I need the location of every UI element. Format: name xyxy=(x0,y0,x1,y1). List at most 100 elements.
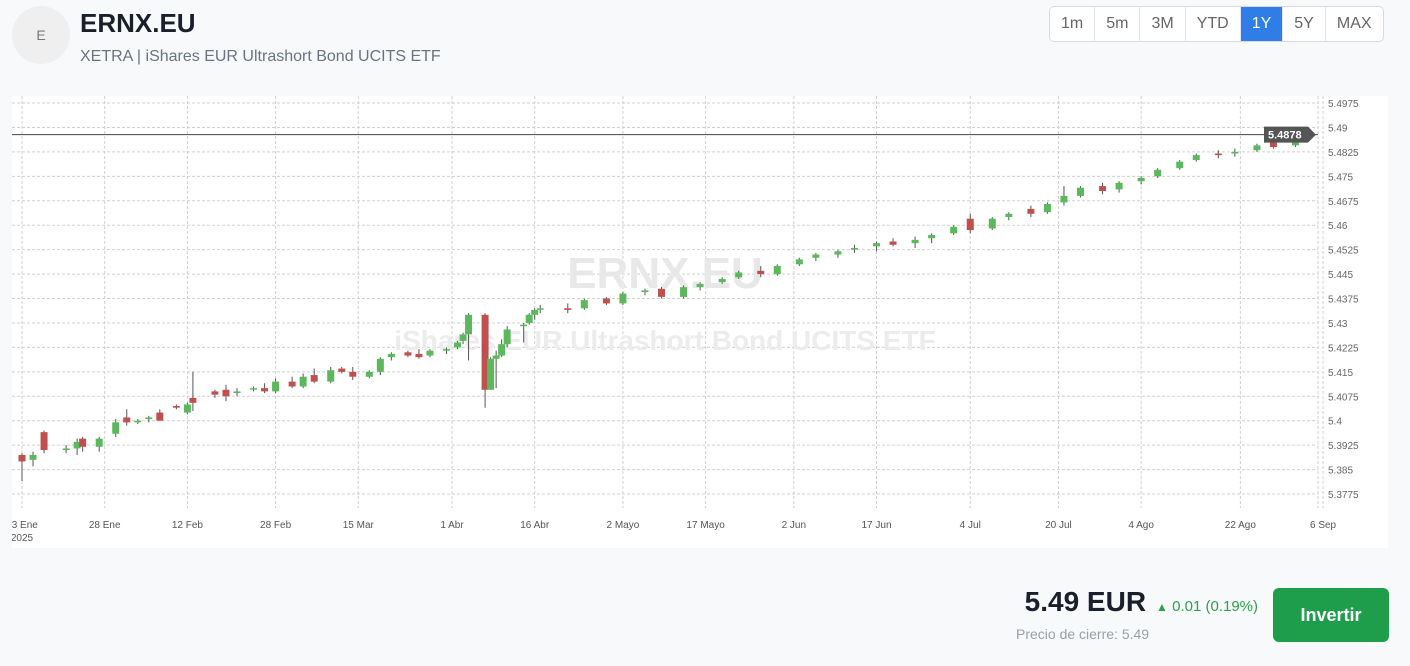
time-range-selector: 1m 5m 3M YTD 1Y 5Y MAX xyxy=(1049,6,1384,42)
candle xyxy=(1253,143,1261,152)
candle xyxy=(95,437,103,452)
candle xyxy=(1027,205,1035,218)
candle xyxy=(134,419,142,424)
candle-body xyxy=(459,334,467,341)
invest-button[interactable]: Invertir xyxy=(1273,588,1389,642)
candle xyxy=(1043,202,1051,214)
candle xyxy=(718,277,726,284)
price-chart[interactable]: 5.4975 5.49 5.4825 5.475 5.4675 5.46 5.4525 5.4… xyxy=(6,96,1388,548)
candle-body xyxy=(619,293,627,304)
candle xyxy=(288,376,296,389)
candle xyxy=(873,241,881,252)
candle xyxy=(658,287,666,299)
candle xyxy=(1214,150,1222,159)
candle-body xyxy=(250,388,258,390)
candle-body xyxy=(134,420,142,423)
candle xyxy=(812,252,820,262)
candle-body xyxy=(795,259,803,265)
y-tick-label: 5.3925 xyxy=(1328,441,1359,452)
candle xyxy=(211,389,219,398)
candle xyxy=(1099,182,1107,195)
candle-body xyxy=(1176,161,1184,169)
y-tick-label: 5.445 xyxy=(1328,270,1353,281)
candle-body xyxy=(1076,187,1084,196)
candle xyxy=(112,419,120,438)
candle xyxy=(40,430,48,454)
current-price: 5.49 EUR xyxy=(1024,586,1147,617)
candle xyxy=(29,451,37,467)
candle-body xyxy=(812,254,820,258)
candle-body xyxy=(928,234,936,239)
candle-body xyxy=(580,300,588,309)
candle-body xyxy=(492,355,500,359)
candle xyxy=(1076,186,1084,198)
candle-body xyxy=(387,353,395,358)
candle-body xyxy=(773,265,781,275)
chart-svg[interactable]: 5.4975 5.49 5.4825 5.475 5.4675 5.46 5.4525 5.4… xyxy=(6,96,1388,548)
candle xyxy=(250,386,258,392)
avatar: E xyxy=(12,6,70,64)
range-5y[interactable]: 5Y xyxy=(1283,7,1326,41)
x-tick-label: 2 Jun xyxy=(782,520,806,531)
x-tick-label: 12 Feb xyxy=(172,520,204,531)
y-tick-label: 5.4225 xyxy=(1328,343,1359,354)
y-tick-label: 5.4 xyxy=(1328,417,1342,428)
candle xyxy=(481,313,489,408)
close-price: Precio de cierre: 5.49 xyxy=(1016,626,1150,642)
candle-body xyxy=(40,432,48,451)
candle xyxy=(338,366,346,374)
x-tick-label: 4 Ago xyxy=(1128,520,1154,531)
change-value: 0.01 (0.19%) xyxy=(1172,598,1258,615)
candle xyxy=(189,371,197,411)
range-3m[interactable]: 3M xyxy=(1140,7,1186,41)
x-tick-label: 1 Abr xyxy=(440,520,464,531)
x-tick-label: 4 Jul xyxy=(960,520,981,531)
candle-body xyxy=(349,371,357,377)
x-tick-label: 22 Ago xyxy=(1225,520,1257,531)
y-tick-label: 5.49 xyxy=(1328,123,1348,134)
candle-body xyxy=(18,454,26,462)
y-tick-label: 5.4375 xyxy=(1328,295,1359,306)
candle-body xyxy=(338,368,346,372)
candle-body xyxy=(1043,204,1051,213)
watermark-subtitle: iShares EUR Ultrashort Bond UCITS ETF xyxy=(394,325,935,356)
candle xyxy=(850,244,858,253)
range-1y[interactable]: 1Y xyxy=(1240,7,1284,41)
y-tick-label: 5.46 xyxy=(1328,221,1348,232)
page-title: ERNX.EU xyxy=(80,8,196,38)
candle xyxy=(404,350,412,358)
candle-body xyxy=(498,344,506,356)
candle xyxy=(911,236,919,249)
range-1m[interactable]: 1m xyxy=(1050,7,1096,41)
candle xyxy=(564,303,572,314)
candle-body xyxy=(211,391,219,395)
range-max[interactable]: MAX xyxy=(1336,15,1372,32)
candle-body xyxy=(454,342,462,348)
x-tick-label: 13 Ene xyxy=(12,520,38,531)
candle xyxy=(327,366,335,384)
candle-body xyxy=(481,314,489,390)
candle-body xyxy=(233,391,241,394)
candle xyxy=(889,238,897,247)
candle-body xyxy=(1269,142,1277,147)
candle-body xyxy=(696,283,704,288)
candle-body xyxy=(327,370,335,382)
candle xyxy=(928,233,936,244)
range-ytd[interactable]: YTD xyxy=(1186,7,1241,41)
candle xyxy=(62,445,70,454)
x-tick-label: 28 Feb xyxy=(260,520,292,531)
candle xyxy=(73,438,81,455)
candle-body xyxy=(1231,151,1239,154)
candle-body xyxy=(503,329,511,345)
candle xyxy=(1192,153,1200,162)
candle xyxy=(123,409,131,426)
candle xyxy=(18,453,26,482)
candle xyxy=(272,378,280,394)
candle-body xyxy=(1214,153,1222,156)
candle xyxy=(459,332,467,345)
candle-body xyxy=(95,438,103,447)
candle xyxy=(487,357,495,390)
candle-body xyxy=(376,358,384,372)
candle-body xyxy=(757,270,765,275)
range-5m[interactable]: 5m xyxy=(1095,7,1141,41)
